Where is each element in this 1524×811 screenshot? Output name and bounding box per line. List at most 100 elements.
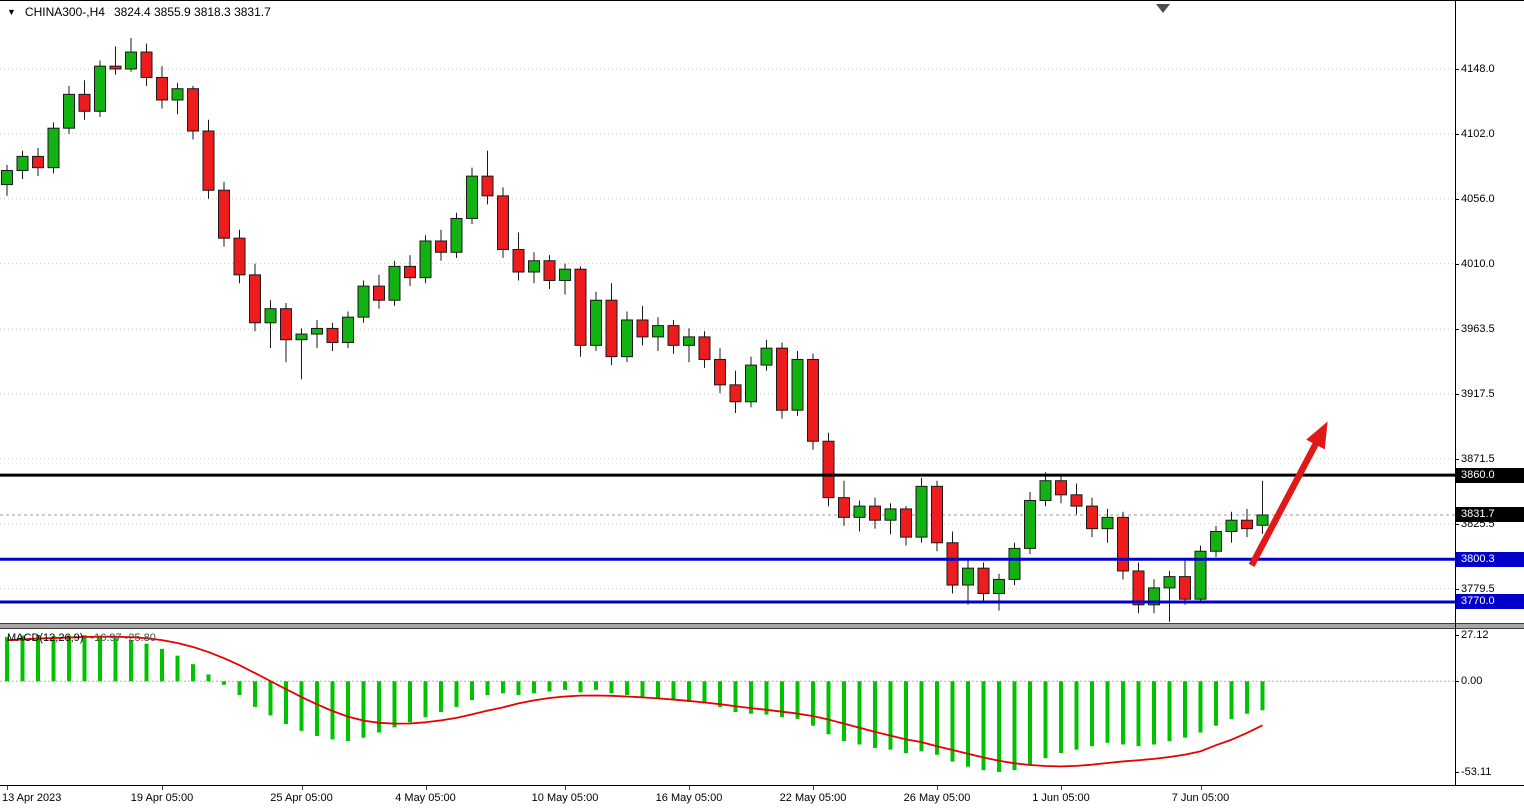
macd-histogram-bar (191, 664, 195, 682)
main-chart-canvas[interactable] (0, 1, 1455, 623)
macd-histogram-bar (1074, 681, 1079, 750)
macd-histogram-bar (253, 681, 257, 707)
candle-body (357, 285, 370, 318)
bear-candle (714, 348, 726, 394)
candle-body (435, 240, 447, 253)
bear-candle (435, 229, 447, 261)
bear-candle (512, 232, 525, 281)
candle-body (32, 155, 44, 169)
candle-body (63, 93, 75, 129)
candle-body (47, 127, 60, 169)
candle-body (621, 319, 633, 358)
price-tick-label: 3963.5 (1461, 323, 1495, 336)
time-tick-label: 10 May 05:00 (531, 792, 599, 804)
price-tick-mark (1456, 393, 1459, 395)
time-tick-label: 13 Apr 2023 (2, 792, 62, 804)
bear-candle (900, 506, 912, 546)
bull-candle (528, 252, 540, 284)
bear-candle (543, 255, 556, 289)
candle-body (78, 93, 91, 112)
candle-body (528, 260, 540, 273)
candle-body (605, 299, 618, 358)
bull-candle (1194, 545, 1207, 602)
time-axis[interactable]: 13 Apr 2023 19 Apr 05:00 25 Apr 05:00 4 May… (0, 786, 1455, 811)
bull-candle (295, 328, 308, 380)
candle-body (450, 217, 463, 253)
macd-histogram-bar (113, 637, 118, 682)
bear-candle (249, 263, 261, 332)
bull-candle (466, 167, 478, 225)
bear-candle (1070, 483, 1083, 515)
bull-candle (993, 573, 1005, 611)
candle-body (853, 505, 866, 518)
candle-body (931, 485, 943, 544)
candle-body (156, 76, 168, 101)
macd-histogram-bar (144, 643, 149, 682)
macd-histogram-bar (206, 674, 211, 682)
time-axis-divider (0, 785, 1524, 786)
bull-candle (47, 122, 60, 174)
bear-candle (822, 432, 835, 507)
price-tick-label: 4056.0 (1461, 192, 1495, 205)
macd-histogram-bar (1012, 681, 1017, 771)
macd-histogram-bar (578, 681, 583, 693)
macd-histogram-bar (1043, 681, 1048, 759)
trend-arrow-shaft[interactable] (1248, 432, 1324, 567)
macd-histogram-bar (842, 681, 846, 742)
bear-candle (78, 80, 91, 120)
bull-candle (264, 300, 277, 349)
time-tick-mark (1200, 786, 1202, 790)
bear-candle (32, 147, 44, 177)
price-tick-label: 4102.0 (1461, 127, 1495, 140)
bear-candle (156, 66, 168, 109)
bull-candle (652, 317, 664, 351)
price-tick-mark (1456, 263, 1459, 265)
candle-body (419, 240, 432, 279)
candle-body (915, 485, 928, 538)
macd-histogram-bar (1121, 681, 1125, 745)
bear-candle (202, 119, 215, 199)
macd-chart-canvas[interactable] (0, 629, 1455, 785)
time-tick-label: 22 May 05:00 (779, 792, 847, 804)
macd-histogram-bar (950, 681, 955, 762)
price-axis[interactable]: 4148.0 4102.0 4056.0 4010.0 3963.5 3917.5 3871… (1456, 1, 1524, 785)
candle-body (171, 88, 184, 101)
symbol-period-label: CHINA300-,H4 (24, 5, 105, 19)
macd-histogram-bar (470, 681, 474, 701)
bear-candle (807, 353, 819, 450)
candle-body (1179, 576, 1191, 600)
candle-body (977, 567, 990, 595)
candle-body (1194, 550, 1207, 600)
time-tick-label: 19 Apr 05:00 (130, 792, 194, 804)
bear-candle (838, 480, 850, 526)
macd-histogram-bar (1214, 681, 1218, 726)
macd-histogram-bar (609, 681, 614, 694)
macd-histogram-bar (98, 635, 102, 682)
macd-histogram-bar (268, 681, 273, 716)
candle-body (636, 319, 649, 338)
candle-body (714, 358, 726, 386)
macd-histogram-bar (36, 634, 40, 682)
macd-histogram-bar (485, 681, 490, 695)
candle-body (187, 88, 199, 132)
macd-histogram-bar (671, 681, 676, 701)
candle-body (497, 195, 509, 250)
price-tick-mark (1456, 523, 1459, 525)
panel-separator[interactable] (0, 623, 1524, 629)
macd-histogram-bar (780, 681, 784, 718)
symbol-dropdown-icon[interactable]: ▼ (7, 7, 16, 17)
trend-arrow-head[interactable] (1306, 421, 1328, 450)
bear-candle (140, 43, 153, 86)
candle-body (776, 347, 788, 411)
bull-candle (590, 291, 602, 351)
macd-histogram-bar (687, 681, 691, 702)
macd-histogram-bar (1183, 681, 1187, 738)
bear-candle (218, 181, 230, 247)
candle-body (869, 505, 881, 521)
bull-candle (388, 260, 401, 306)
chart-shift-marker[interactable] (1156, 4, 1170, 13)
macd-histogram-bar (1136, 681, 1141, 747)
candle-body (512, 248, 525, 273)
macd-values-label: -16.97 -25.80 (90, 632, 156, 644)
macd-tick-label: 0.00 (1461, 675, 1483, 688)
